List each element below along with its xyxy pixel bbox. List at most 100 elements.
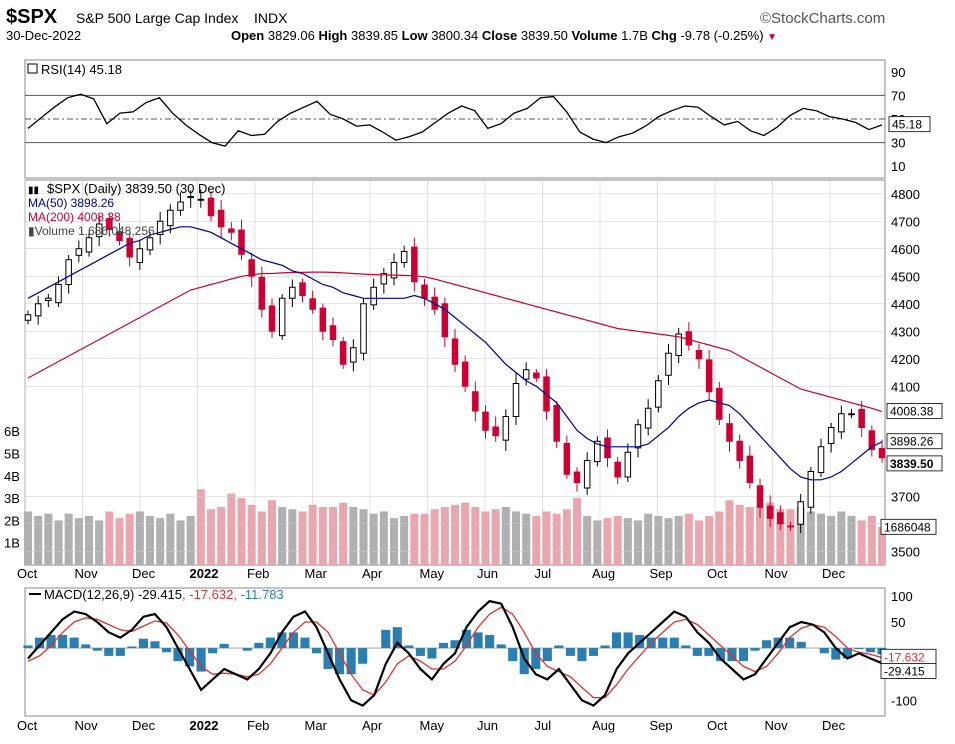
macd-histogram-bar [358,648,368,664]
ma200-last-value: 4008.38 [890,404,934,418]
macd-histogram-bar [577,648,587,662]
price-candle [24,314,32,321]
volume-bar [369,513,378,565]
macd-histogram-bar [796,641,806,649]
price-candle [85,237,93,253]
price-candle [583,460,591,489]
macd-xtick-10: Aug [592,718,615,733]
macd-histogram-bar [46,635,56,649]
macd-histogram-bar [288,632,298,649]
macd-histogram-bar [727,648,737,662]
price-panel [24,179,886,566]
price-candle [75,248,83,256]
price-candle [746,455,754,484]
volume-bar [308,504,317,565]
price-candle [838,413,845,433]
macd-histogram-bar [219,643,229,649]
macd-histogram-bar [704,648,714,656]
macd-histogram-bar [819,648,829,654]
macd-histogram-bar [161,648,172,653]
volume-bar [278,507,287,565]
macd-histogram-bar [854,648,864,650]
price-xtick-11: Sep [650,566,673,581]
price-candle [594,440,601,463]
price-candle [390,262,398,279]
high-value: 3839.85 [351,28,398,43]
price-candle [797,501,804,525]
macd-histogram-bar [323,648,333,669]
macd-histogram-bar [600,645,610,649]
price-candle [502,416,510,441]
price-xtick-3: 2022 [190,566,219,581]
price-xtick-2: Dec [132,566,156,581]
price-candle [350,347,357,363]
price-candle [299,282,306,297]
volume-last-value: 1686048 [884,520,931,534]
macd-histogram-bar [173,648,183,662]
price-candle [878,447,886,459]
macd-histogram-bar [750,648,760,651]
volume-bar [74,518,83,565]
volume-bar [135,511,144,565]
rsi-legend-swatch [27,63,38,74]
macd-histogram-bar [865,648,876,653]
macd-histogram-bar [311,648,322,654]
volume-bar [95,520,104,565]
volume-bar [34,515,43,565]
macd-xtick-14: Dec [822,718,846,733]
price-candle [268,305,276,332]
macd-histogram-bar [738,648,749,662]
macd-histogram-bar [531,648,541,669]
macd-histogram-bar [612,632,622,649]
price-legend-candle-icon: ▮▮ [28,185,39,196]
macd-histogram-bar [196,648,206,672]
open-value: 3829.06 [267,28,315,43]
volume-bar [166,513,175,565]
rsi-line [27,93,883,147]
ohlc-summary: Open 3829.06 High 3839.85 Low 3800.34 Cl… [231,28,777,43]
price-candle [766,505,774,519]
price-candle [472,391,479,412]
price-xtick-0: Oct [17,566,38,581]
macd-xtick-11: Sep [650,718,673,733]
volume-bar [725,500,734,565]
volume-bar [328,507,338,565]
price-candle [421,284,428,299]
price-candle [309,298,316,310]
macd-last-value: -29.415 [884,664,925,678]
volume-bar [23,511,33,565]
volume-bar [257,511,266,565]
volume-bar [196,489,205,565]
volume-bar [522,513,531,565]
price-tick-label-1: 4700 [891,214,920,229]
macd-histogram-bar [427,648,437,659]
price-tick-label-8: 3700 [891,489,920,504]
rsi-legend: RSI(14) 45.18 [41,62,122,77]
volume-bar [776,509,785,565]
volume-bar [450,504,460,565]
price-candle [726,423,733,442]
volume-bar [389,518,399,565]
price-xtick-10: Aug [592,566,615,581]
macd-histogram-bar [150,641,160,649]
volume-bar [877,527,887,565]
volume-bar [735,504,744,565]
macd-xtick-0: Oct [17,718,38,733]
price-xtick-9: Jul [535,566,552,581]
macd-xtick-13: Nov [765,718,789,733]
macd-histogram-bar [242,648,252,651]
price-candle [482,411,489,431]
volume-bar [156,518,165,565]
macd-histogram-bar [127,646,137,649]
macd-histogram-bar [681,645,691,649]
macd-last-value-box [880,663,937,679]
price-candle [614,461,621,478]
volume-bar [705,515,714,565]
volume-bar [237,498,246,565]
volume-bar [349,507,358,565]
price-candle [217,209,225,228]
volume-bar [694,520,704,565]
volume-tick-label-1: 5B [4,446,20,461]
macd-histogram-bar [34,637,45,649]
